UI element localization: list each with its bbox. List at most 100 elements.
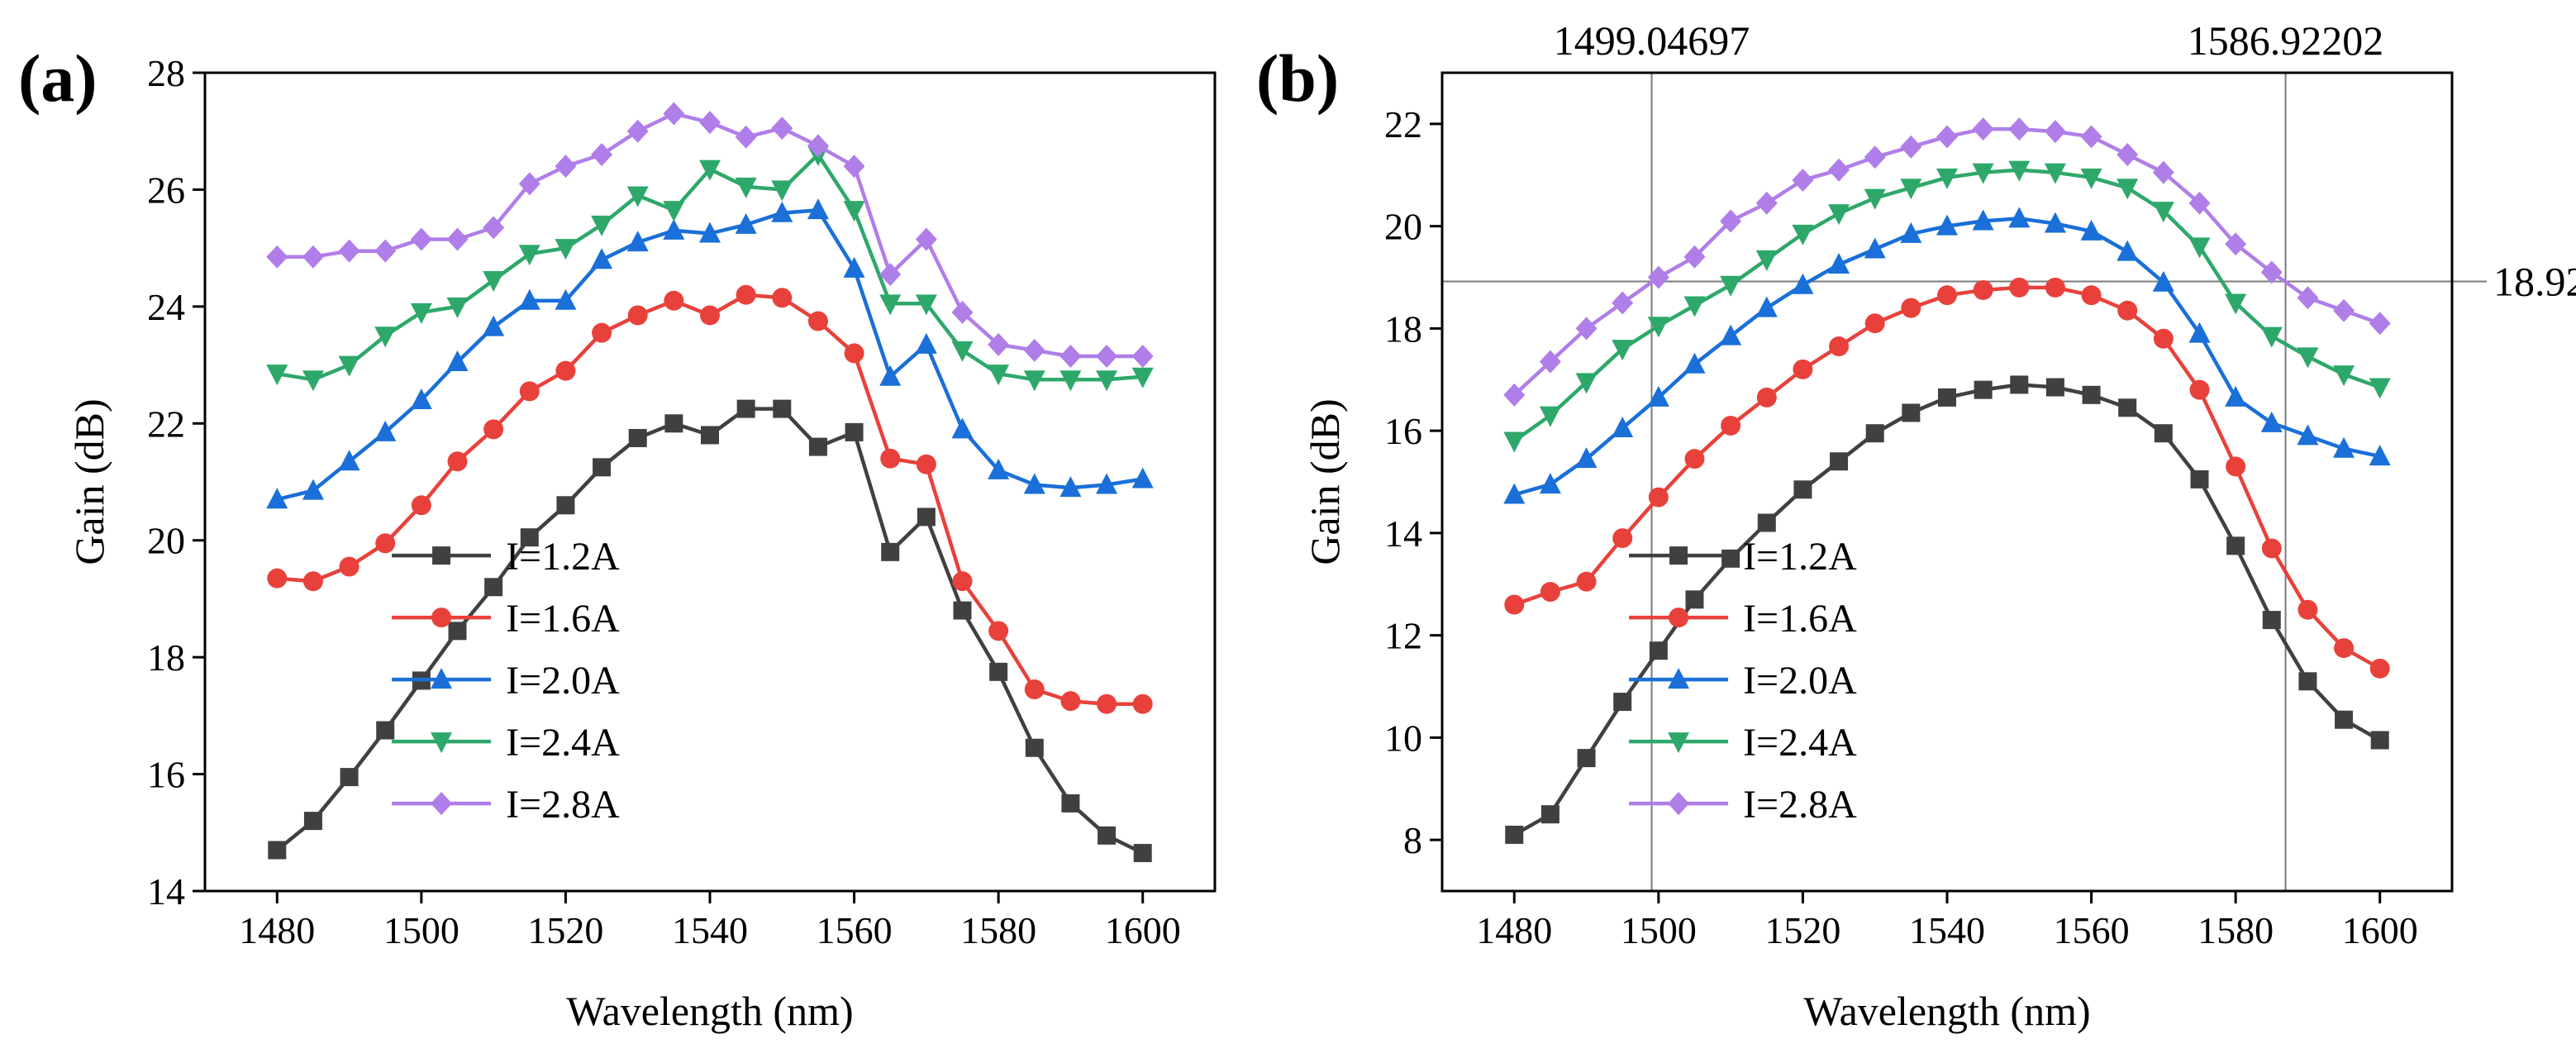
data-point [1612, 417, 1634, 438]
data-point [555, 155, 577, 179]
y-tick-label: 22 [147, 403, 185, 445]
data-point [2369, 658, 2390, 679]
series-I=1.6A [267, 284, 1153, 714]
data-point [953, 601, 972, 620]
data-point [374, 326, 397, 348]
panel-label: (b) [1256, 41, 1339, 116]
series-I=2.8A [1503, 117, 2391, 407]
data-point [1098, 826, 1117, 845]
data-point [2225, 232, 2247, 256]
data-point [626, 119, 649, 143]
data-point [1973, 279, 1993, 300]
data-point [376, 721, 395, 740]
data-point [699, 160, 721, 181]
data-point [701, 426, 719, 445]
data-point [1649, 641, 1668, 660]
data-point [302, 370, 324, 392]
data-point [1936, 214, 1958, 236]
data-point [1539, 473, 1561, 494]
data-point [1721, 549, 1740, 568]
legend: I=1.2A I=1.6A I=2.0A I=2.4A I=2.8A [1629, 535, 1857, 827]
data-point [446, 297, 469, 318]
data-point [2225, 293, 2247, 315]
data-point [2080, 125, 2102, 149]
data-point [1504, 594, 1525, 615]
data-point [988, 621, 1009, 641]
data-point [483, 216, 505, 240]
data-point [736, 399, 755, 418]
data-point [2369, 378, 2391, 399]
data-point [1972, 163, 1994, 184]
data-point [302, 245, 324, 269]
data-point [2008, 117, 2031, 141]
data-point [735, 125, 757, 149]
data-point [1829, 336, 1850, 357]
data-point [1828, 158, 1850, 182]
data-point [807, 311, 828, 331]
data-point [1503, 383, 1526, 407]
legend-item: I=1.6A [392, 597, 620, 641]
data-point [267, 568, 288, 589]
data-point [2262, 611, 2281, 630]
x-axis-title: Wavelength (nm) [1803, 988, 2090, 1034]
x-tick-label: 1500 [1621, 909, 1697, 951]
data-point [410, 303, 432, 324]
data-point [988, 365, 1010, 386]
data-point [483, 315, 505, 336]
data-point [1059, 476, 1082, 498]
data-point [448, 622, 467, 641]
data-point [1131, 344, 1154, 368]
data-point [1612, 340, 1634, 361]
legend-label: I=2.4A [506, 721, 620, 765]
legend-item: I=2.0A [392, 659, 620, 703]
data-point [2008, 207, 2031, 228]
y-tick-label: 28 [147, 52, 185, 94]
data-point [699, 222, 721, 243]
data-point [1828, 253, 1850, 274]
data-point [736, 284, 756, 305]
data-point [266, 245, 288, 269]
legend-item: I=2.8A [1629, 783, 1857, 827]
data-point [1023, 370, 1045, 392]
x-tick-label: 1540 [672, 909, 748, 951]
data-point [988, 458, 1010, 479]
series-line [277, 293, 1143, 706]
data-point [1683, 245, 1706, 269]
series-line [1513, 217, 2381, 497]
data-point [1096, 473, 1118, 494]
data-point [1540, 582, 1560, 603]
data-point [626, 186, 649, 207]
plot-frame [1440, 71, 2454, 893]
y-tick-label: 20 [147, 520, 185, 562]
data-point [2297, 424, 2319, 446]
data-point [410, 227, 432, 251]
data-point [1793, 359, 1813, 379]
legend-item: I=2.4A [1629, 721, 1857, 765]
data-point [1096, 344, 1118, 368]
data-point [2117, 240, 2139, 261]
legend-label: I=2.0A [506, 659, 620, 703]
y-tick-label: 16 [1384, 410, 1422, 452]
data-point [2226, 456, 2246, 477]
data-point [2260, 411, 2283, 432]
data-point [1612, 291, 1634, 315]
y-tick-label: 18 [147, 636, 185, 679]
data-point [1755, 250, 1778, 271]
series-group [1503, 117, 2391, 844]
data-point [1612, 528, 1633, 549]
data-point [771, 180, 793, 202]
data-point [1577, 749, 1596, 768]
data-point [519, 381, 540, 402]
data-point [1575, 317, 1598, 341]
data-point [988, 332, 1010, 356]
series-I=1.2A [1505, 375, 2389, 844]
legend-marker [1669, 608, 1689, 628]
data-point [1647, 317, 1669, 338]
x-tick-label: 1560 [2054, 909, 2130, 951]
data-point [663, 218, 685, 240]
x-tick-label: 1520 [527, 909, 603, 951]
y-tick-label: 8 [1403, 819, 1422, 861]
legend-marker [431, 668, 453, 689]
series-group [266, 102, 1154, 863]
